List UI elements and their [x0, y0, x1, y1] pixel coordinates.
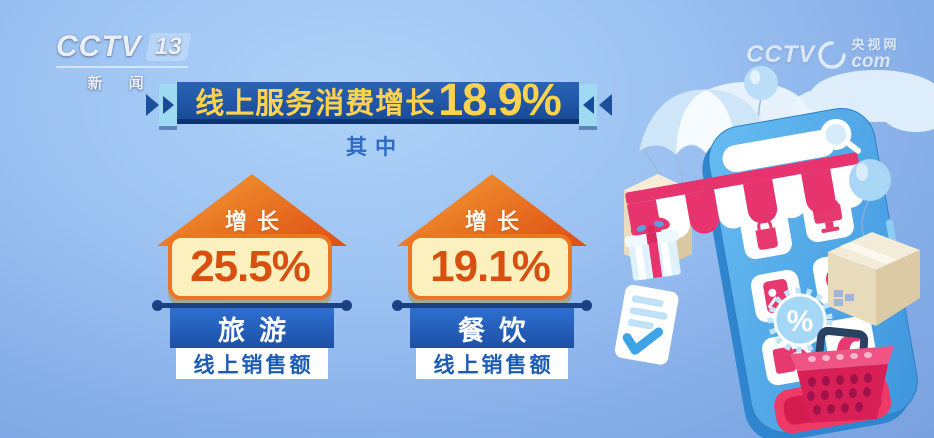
- caption-label: 线上销售额: [176, 348, 328, 379]
- connector-dot: [152, 300, 163, 311]
- title-banner: 线上服务消费增长 18.9%: [146, 74, 612, 134]
- value-box: 25.5%: [168, 234, 332, 300]
- gift-box-icon: [624, 217, 681, 281]
- chevron-left-icon: [582, 96, 594, 114]
- percent-text: %: [787, 305, 814, 338]
- growth-label: 增长: [464, 209, 529, 234]
- stat-tourism: 增长 25.5% 旅游 线上销售额: [146, 170, 358, 384]
- cctvcom-brand-text: CCTV: [746, 40, 816, 68]
- banner-left-cap: [159, 84, 177, 126]
- subtitle-text: 其中: [346, 136, 404, 159]
- banner-right-cap: [579, 84, 597, 126]
- cctvcom-ring-icon: [818, 40, 847, 69]
- cctvcom-domain: com: [851, 51, 891, 72]
- cctv13-channel-number: 13: [145, 33, 191, 61]
- value-box: 19.1%: [408, 234, 572, 300]
- stat-catering: 增长 19.1% 餐饮 线上销售额: [386, 170, 598, 384]
- package-box-icon: [828, 232, 920, 326]
- chevron-right-icon: [162, 96, 174, 114]
- checklist-icon: [614, 284, 679, 365]
- connector-line: [392, 300, 592, 311]
- shopping-basket-icon: [790, 326, 894, 423]
- shopping-phone-illustration: %: [614, 66, 934, 438]
- category-label: 餐饮: [410, 308, 574, 348]
- caption-label: 线上销售额: [416, 348, 568, 379]
- cctv13-brand-text: CCTV: [56, 30, 142, 63]
- growth-label: 增长: [224, 209, 289, 234]
- chevron-left-icon: [599, 94, 612, 116]
- magnifier-icon: [820, 118, 862, 154]
- connector-dot: [581, 300, 592, 311]
- growth-value: 25.5%: [190, 242, 311, 291]
- cctv13-caption: 新闻: [87, 75, 170, 92]
- category-label: 旅游: [170, 308, 334, 348]
- chevron-right-icon: [146, 94, 159, 116]
- connector-dot: [392, 300, 403, 311]
- cctvcom-site-name: 央视网: [851, 37, 900, 52]
- growth-value: 19.1%: [430, 242, 551, 291]
- banner-title-text: 线上服务消费增长: [195, 87, 436, 120]
- banner-bar: 线上服务消费增长 18.9%: [177, 74, 579, 125]
- connector-dot: [341, 300, 352, 311]
- cctvcom-watermark: CCTV 央视网 com: [746, 38, 899, 71]
- connector-line: [152, 300, 352, 311]
- discount-percent-badge: %: [767, 287, 833, 353]
- cctv13-logo: CCTV 13 新闻: [56, 30, 191, 93]
- search-bar: [722, 129, 836, 173]
- shipping-label: [834, 290, 854, 306]
- banner-value-text: 18.9%: [438, 73, 562, 125]
